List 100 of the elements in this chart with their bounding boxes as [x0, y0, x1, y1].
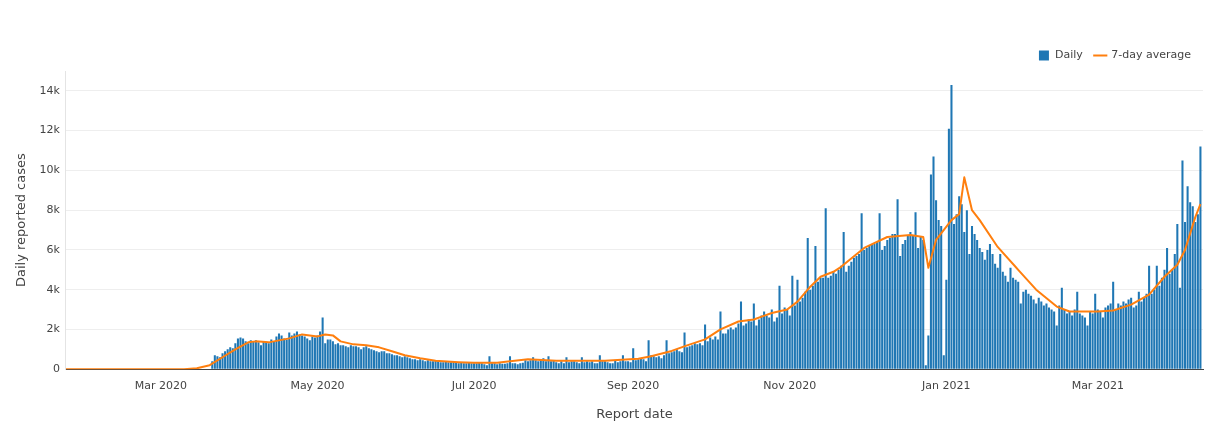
bar	[860, 213, 863, 369]
x-tick-label: Jan 2021	[921, 378, 971, 392]
bar	[757, 319, 760, 369]
bar	[760, 315, 763, 369]
bar	[847, 265, 850, 369]
bar	[906, 236, 909, 369]
bar	[1030, 295, 1033, 369]
bar	[354, 346, 358, 369]
bar	[280, 335, 283, 369]
bar	[1004, 275, 1007, 369]
bar	[1181, 160, 1184, 369]
bar	[958, 196, 961, 369]
legend-label: Daily	[1054, 48, 1084, 62]
bar	[606, 362, 609, 369]
x-tick-label: Jul 2020	[450, 378, 497, 392]
bar	[796, 279, 799, 369]
bar	[1130, 297, 1133, 369]
x-tick-label: Nov 2020	[763, 378, 817, 392]
bar	[334, 344, 337, 369]
bar	[824, 208, 827, 369]
bar	[247, 343, 250, 369]
bar	[1166, 247, 1169, 369]
bar	[1050, 309, 1053, 369]
y-tick-label: 0	[52, 362, 60, 376]
bar	[1127, 299, 1130, 369]
bar	[665, 340, 668, 369]
bar	[1148, 265, 1151, 369]
bar	[288, 332, 291, 369]
bar	[1040, 301, 1043, 369]
bar	[393, 355, 396, 369]
bar	[242, 338, 245, 369]
bar	[1027, 293, 1030, 369]
bar	[1124, 303, 1128, 369]
bar	[878, 213, 881, 369]
bar	[257, 342, 260, 369]
bar	[932, 156, 935, 369]
bar	[778, 285, 781, 369]
bar	[1191, 206, 1194, 369]
bar	[981, 251, 984, 369]
bar	[632, 348, 635, 369]
bar	[1042, 305, 1045, 369]
bar	[814, 245, 817, 369]
bar	[919, 236, 922, 369]
bar	[277, 333, 281, 369]
bar	[1017, 281, 1020, 369]
bar	[239, 337, 242, 369]
bar	[660, 358, 663, 369]
bar	[316, 335, 319, 369]
x-tick-label: Mar 2020	[134, 378, 188, 392]
y-tick-label: 8k	[46, 203, 61, 217]
bar	[786, 309, 789, 369]
bar	[642, 359, 645, 369]
bar	[1068, 311, 1071, 369]
bar	[1032, 299, 1035, 369]
bar	[244, 341, 247, 369]
bar	[791, 275, 794, 369]
bar	[747, 319, 750, 369]
bar	[837, 269, 840, 369]
bar	[326, 339, 329, 369]
y-tick-label: 12k	[39, 123, 61, 137]
legend-label: 7-day average	[1111, 48, 1192, 62]
bar	[1112, 281, 1115, 369]
bar	[988, 243, 991, 369]
bar	[1099, 311, 1102, 369]
bar	[647, 340, 650, 369]
bar	[752, 303, 755, 369]
bar	[357, 347, 360, 369]
bar	[1047, 307, 1051, 369]
bar	[950, 84, 953, 369]
bar	[904, 239, 907, 369]
y-tick-label: 6k	[46, 242, 61, 256]
x-tick-label: May 2020	[290, 378, 345, 392]
bar	[236, 338, 239, 369]
bar	[321, 317, 324, 369]
bar	[999, 253, 1002, 369]
bar	[298, 334, 301, 369]
bar	[1199, 146, 1202, 369]
bar	[429, 361, 432, 369]
bar	[922, 239, 925, 369]
bar	[1104, 307, 1107, 369]
bar	[855, 255, 858, 369]
y-tick-label: 4k	[46, 282, 61, 296]
bar	[260, 345, 263, 369]
bar	[1122, 301, 1125, 369]
bar	[914, 212, 917, 369]
bar	[852, 257, 855, 369]
x-axis-title: Report date	[596, 405, 673, 421]
bar	[1053, 311, 1056, 369]
bar	[970, 226, 974, 369]
bar	[1045, 303, 1048, 369]
bar	[1137, 291, 1140, 369]
bar	[873, 243, 876, 369]
bar	[909, 232, 912, 369]
bar	[1186, 186, 1189, 369]
bar	[770, 309, 773, 369]
y-tick-label: 10k	[39, 163, 61, 177]
bar	[375, 351, 378, 369]
bar	[1065, 313, 1068, 369]
bar	[765, 315, 768, 369]
bar	[588, 362, 591, 369]
